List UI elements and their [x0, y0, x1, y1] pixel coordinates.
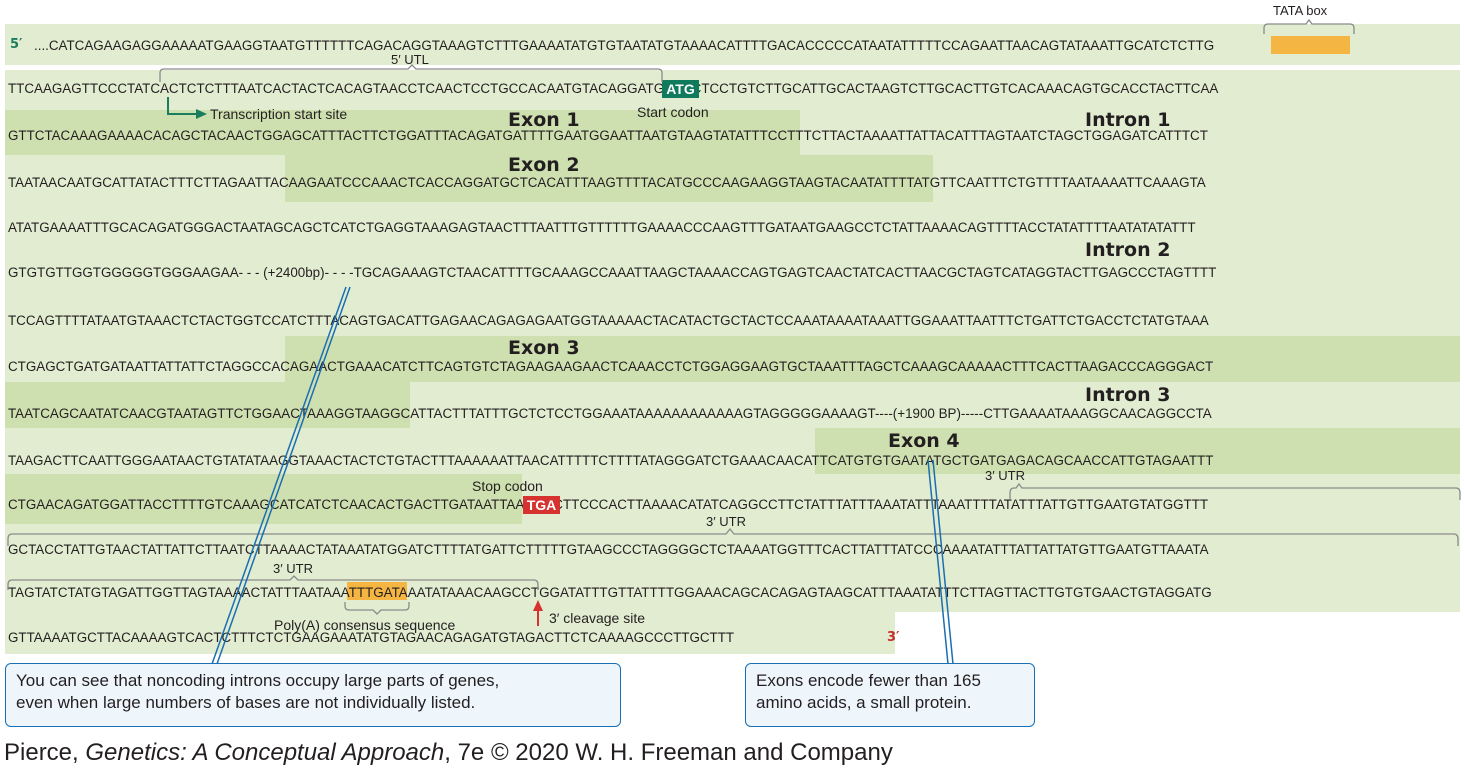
sequence-line-1: ....CATCAGAAGAGGAAAAATGAAGGTAATGTTTTTTCA… — [34, 38, 1215, 53]
sequence-band — [5, 70, 1460, 110]
exon2-region — [285, 155, 933, 202]
polya-highlight — [347, 582, 407, 600]
sequence-line-5: ATATGAAAATTTGCACAGATGGGACTAATAGCAGCTCATC… — [8, 220, 1196, 235]
three-prime-label: 3′ — [887, 630, 900, 645]
sequence-line-4: TAATAACAATGCATTATACTTTCTTAGAATTACAAGAATC… — [8, 175, 1206, 190]
exon4-region — [815, 428, 1460, 474]
sequence-line-6: GTGTGTTGGTGGGGGTGGGAAGAA- - - (+2400bp)-… — [8, 265, 1217, 280]
exons-callout: Exons encode fewer than 165 amino acids,… — [745, 663, 1035, 727]
sequence-line-13: TAGTATCTATGTAGATTGGTTAGTAAAACTATTTAATAAA… — [8, 585, 1212, 600]
stop-codon-chip: TGA — [523, 496, 560, 514]
exon2-heading: Exon 2 — [508, 154, 580, 176]
exon3-region — [5, 382, 410, 428]
exon1-region — [5, 110, 800, 155]
intron2-heading: Intron 2 — [1085, 239, 1171, 261]
utr-bracket-3 — [7, 575, 539, 590]
transcription-start-label: Transcription start site — [210, 106, 348, 122]
credit-line: Pierce, Genetics: A Conceptual Approach,… — [4, 739, 893, 767]
credit-prefix: Pierce, — [4, 739, 86, 766]
exon4-region — [5, 474, 522, 524]
intron-callout-leader — [211, 286, 347, 665]
tata-box-label: TATA box — [1273, 3, 1328, 18]
exon1-heading: Exon 1 — [508, 109, 580, 131]
cleavage-arrowhead — [533, 600, 543, 611]
intron3-heading: Intron 3 — [1085, 384, 1171, 406]
credit-suffix: , 7e © 2020 W. H. Freeman and Company — [444, 739, 893, 766]
sequence-band — [5, 202, 1460, 239]
transcription-start-arrowhead — [196, 109, 207, 119]
start-codon-label: Start codon — [637, 104, 709, 120]
tata-box-bracket — [1263, 18, 1355, 34]
sequence-line-8: CTGAGCTGATGATAATTATTATTCTAGGCCACAGAACTGA… — [8, 359, 1214, 374]
five-prime-utl-label: 5′ UTL — [391, 52, 429, 67]
three-prime-utr-label: 3′ UTR — [985, 468, 1025, 483]
utr-bracket-1 — [1009, 482, 1461, 500]
start-codon-chip: ATG — [662, 80, 699, 98]
introns-callout: You can see that noncoding introns occup… — [5, 663, 621, 727]
sequence-line-11: CTGAACAGATGGATTACCTTTTGTCAAAGCATCATCTCAA… — [8, 497, 1209, 512]
polya-consensus-label: Poly(A) consensus sequence — [274, 617, 456, 633]
five-prime-label: 5′ — [10, 37, 23, 52]
sequence-line-14: GTTAAAATGCTTACAAAAGTCACTCTTTCTCTGAAGAAAT… — [8, 630, 735, 645]
sequence-band — [5, 612, 895, 654]
three-prime-utr-label: 3′ UTR — [273, 561, 313, 576]
exon-callout-leader — [932, 459, 954, 665]
credit-title: Genetics: A Conceptual Approach — [85, 739, 445, 766]
sequence-line-9: TAATCAGCAATATCAACGTAATAGTTCTGGAACTAAAGGT… — [8, 406, 1212, 421]
transcription-start-arrow — [167, 97, 196, 115]
intron1-heading: Intron 1 — [1085, 109, 1171, 131]
sequence-band — [5, 239, 1460, 290]
stop-codon-label: Stop codon — [472, 478, 543, 494]
three-prime-utr-label: 3′ UTR — [706, 514, 746, 529]
utr-bracket-2 — [7, 527, 1459, 546]
utl-bracket — [159, 64, 663, 82]
sequence-line-7: TCCAGTTTTATAATGTAAACTCTACTGGTCCATCTTTACA… — [8, 313, 1209, 328]
cleavage-site-label: 3′ cleavage site — [549, 610, 646, 626]
exon3-region — [285, 336, 1460, 382]
tata-box-highlight — [1271, 36, 1350, 54]
sequence-line-10: TAAGACTTCAATTGGGAATAACTGTATATAAGGTAAACTA… — [8, 453, 1214, 468]
sequence-line-2: TTCAAGAGTTCCCTATCACTCTCTTTAATCACTACTCACA… — [8, 81, 1219, 96]
intron-callout-leader — [216, 286, 351, 665]
exon-callout-leader — [927, 459, 949, 665]
sequence-line-12: GCTACCTATTGTAACTATTATTCTTAATCTTAAAACTATA… — [8, 542, 1209, 557]
exon4-heading: Exon 4 — [888, 430, 960, 452]
sequence-band — [5, 24, 1460, 65]
polya-bracket — [344, 602, 410, 615]
exon3-heading: Exon 3 — [508, 337, 580, 359]
sequence-band — [5, 290, 1460, 336]
sequence-line-3: GTTCTACAAAGAAAACACAGCTACAACTGGAGCATTTACT… — [8, 128, 1208, 143]
